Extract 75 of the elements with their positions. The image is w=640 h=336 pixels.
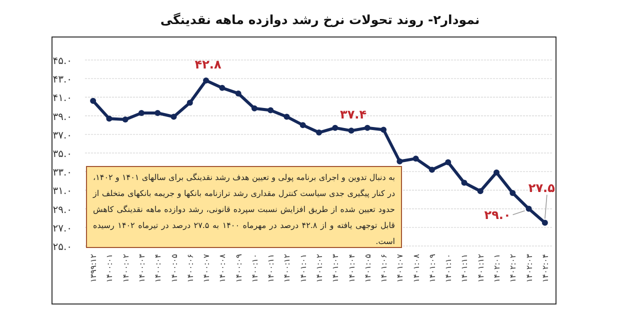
x-tick-label: ۱۴۰۱:۰۶ <box>380 254 389 282</box>
point <box>396 158 403 164</box>
point <box>380 126 387 133</box>
point <box>122 116 128 123</box>
data-label: ۳۷.۴ <box>340 108 367 122</box>
point <box>170 114 177 120</box>
data-label: ۲۷.۵ <box>528 180 555 195</box>
point <box>494 170 500 176</box>
point <box>203 77 210 84</box>
x-tick-label: ۱۴۰۰:۰۲ <box>121 254 130 282</box>
y-tick-label: ۴۳.۰ <box>52 74 72 86</box>
chart-title: نمودار۲- روند تحولات نرخ رشد دوازده ماهه نقدینگی <box>160 12 480 28</box>
x-tick-label: ۱۴۰۲:۰۱ <box>492 254 502 282</box>
x-tick-label: ۱۴۰۲:۰۴ <box>540 254 550 282</box>
x-tick-label: ۱۴۰۱:۰۹ <box>428 254 437 282</box>
point <box>186 100 193 106</box>
point <box>477 188 484 194</box>
x-tick-label: ۱۳۹۹:۱۲ <box>89 254 98 282</box>
y-tick-label: ۳۵.۰ <box>52 149 72 160</box>
x-tick-label: ۱۴۰۱:۱۲ <box>476 254 486 282</box>
x-tick-label: ۱۴۰۱:۰۱ <box>298 254 308 282</box>
y-tick-label: ۳۷.۰ <box>52 130 72 142</box>
point <box>412 156 419 162</box>
x-tick-label: ۱۴۰۲:۰۳ <box>524 253 534 282</box>
x-tick-label: ۱۴۰۰:۱۰ <box>250 254 260 282</box>
point <box>235 90 242 96</box>
y-tick-label: ۲۹.۰ <box>52 204 72 216</box>
point <box>300 122 306 128</box>
point <box>251 105 258 112</box>
x-tick-label: ۱۴۰۰:۰۶ <box>186 254 195 282</box>
x-tick-label: ۱۴۰۰:۰۱ <box>105 254 114 282</box>
point <box>428 166 435 173</box>
point <box>154 110 161 116</box>
x-tick-label: ۱۴۰۱:۰۲ <box>315 254 324 282</box>
x-tick-label: ۱۴۰۱:۰۵ <box>363 254 372 282</box>
data-label: ۴۲.۸ <box>194 57 222 72</box>
point <box>542 220 548 226</box>
x-tick-label: ۱۴۰۰:۰۸ <box>218 253 228 282</box>
data-label: ۲۹.۰ <box>484 208 511 222</box>
x-tick-label: ۱۴۰۱:۰۴ <box>347 254 356 282</box>
x-tick-label: ۱۴۰۱:۰۷ <box>396 253 405 282</box>
x-tick-label: ۱۴۰۱:۰۳ <box>331 253 340 282</box>
point <box>284 114 290 120</box>
point <box>445 159 452 166</box>
x-tick-label: ۱۴۰۰:۰۳ <box>137 253 146 282</box>
point <box>106 116 112 122</box>
x-tick-label: ۱۴۰۱:۱۰ <box>444 254 454 282</box>
point <box>510 190 516 196</box>
x-tick-label: ۱۴۰۰:۰۵ <box>170 254 179 282</box>
y-tick-label: ۲۵.۰ <box>52 242 72 253</box>
y-tick-label: ۲۷.۰ <box>52 223 72 234</box>
annotation: به دنبال تدوین و اجرای برنامه پولی و تعیین هدف رشد نقدینگی برای سالهای ۱۴۰۱ و ۱۴۰۲، در کنار پیگیری جدی سیاست کنترل مقداری رشد ترازنامه بانکها و جریمه بانکهای متخلف از حدود تعیین شده از طریق افزایش نسبت سپرده قانونی، رشد دوازده ماهه نقدینگی کاهش قابل توجهی یافته و از ۴۲.۸ درصد در مهرماه ۱۴۰۰ به ۲۷.۵ درصد در تیرماه ۱۴۰۲ رسیده است. <box>86 166 402 248</box>
point <box>219 84 226 91</box>
y-tick-label: ۳۳.۰ <box>52 168 72 179</box>
y-tick-label: ۴۱.۰ <box>52 93 72 104</box>
x-tick-label: ۱۴۰۰:۱۱ <box>266 254 276 282</box>
x-tick-label: ۱۴۰۰:۰۴ <box>154 254 163 282</box>
y-tick-label: ۳۱.۰ <box>52 186 72 198</box>
point <box>364 124 370 131</box>
point <box>332 124 338 131</box>
y-tick-label: ۳۹.۰ <box>52 112 72 123</box>
point <box>348 128 354 134</box>
point <box>90 98 96 104</box>
x-tick-label: ۱۴۰۲:۰۲ <box>508 254 518 282</box>
point <box>268 107 274 114</box>
point <box>316 130 322 136</box>
y-tick-label: ۴۵.۰ <box>52 56 72 67</box>
point <box>461 180 468 186</box>
x-tick-label: ۱۴۰۱:۱۱ <box>460 254 470 282</box>
x-tick-label: ۱۴۰۰:۱۲ <box>282 254 292 282</box>
x-tick-label: ۱۴۰۱:۰۸ <box>412 253 421 282</box>
point <box>138 110 144 116</box>
point <box>526 206 532 212</box>
x-tick-label: ۱۴۰۰:۰۹ <box>234 254 244 282</box>
x-tick-label: ۱۴۰۰:۰۷ <box>202 253 212 282</box>
